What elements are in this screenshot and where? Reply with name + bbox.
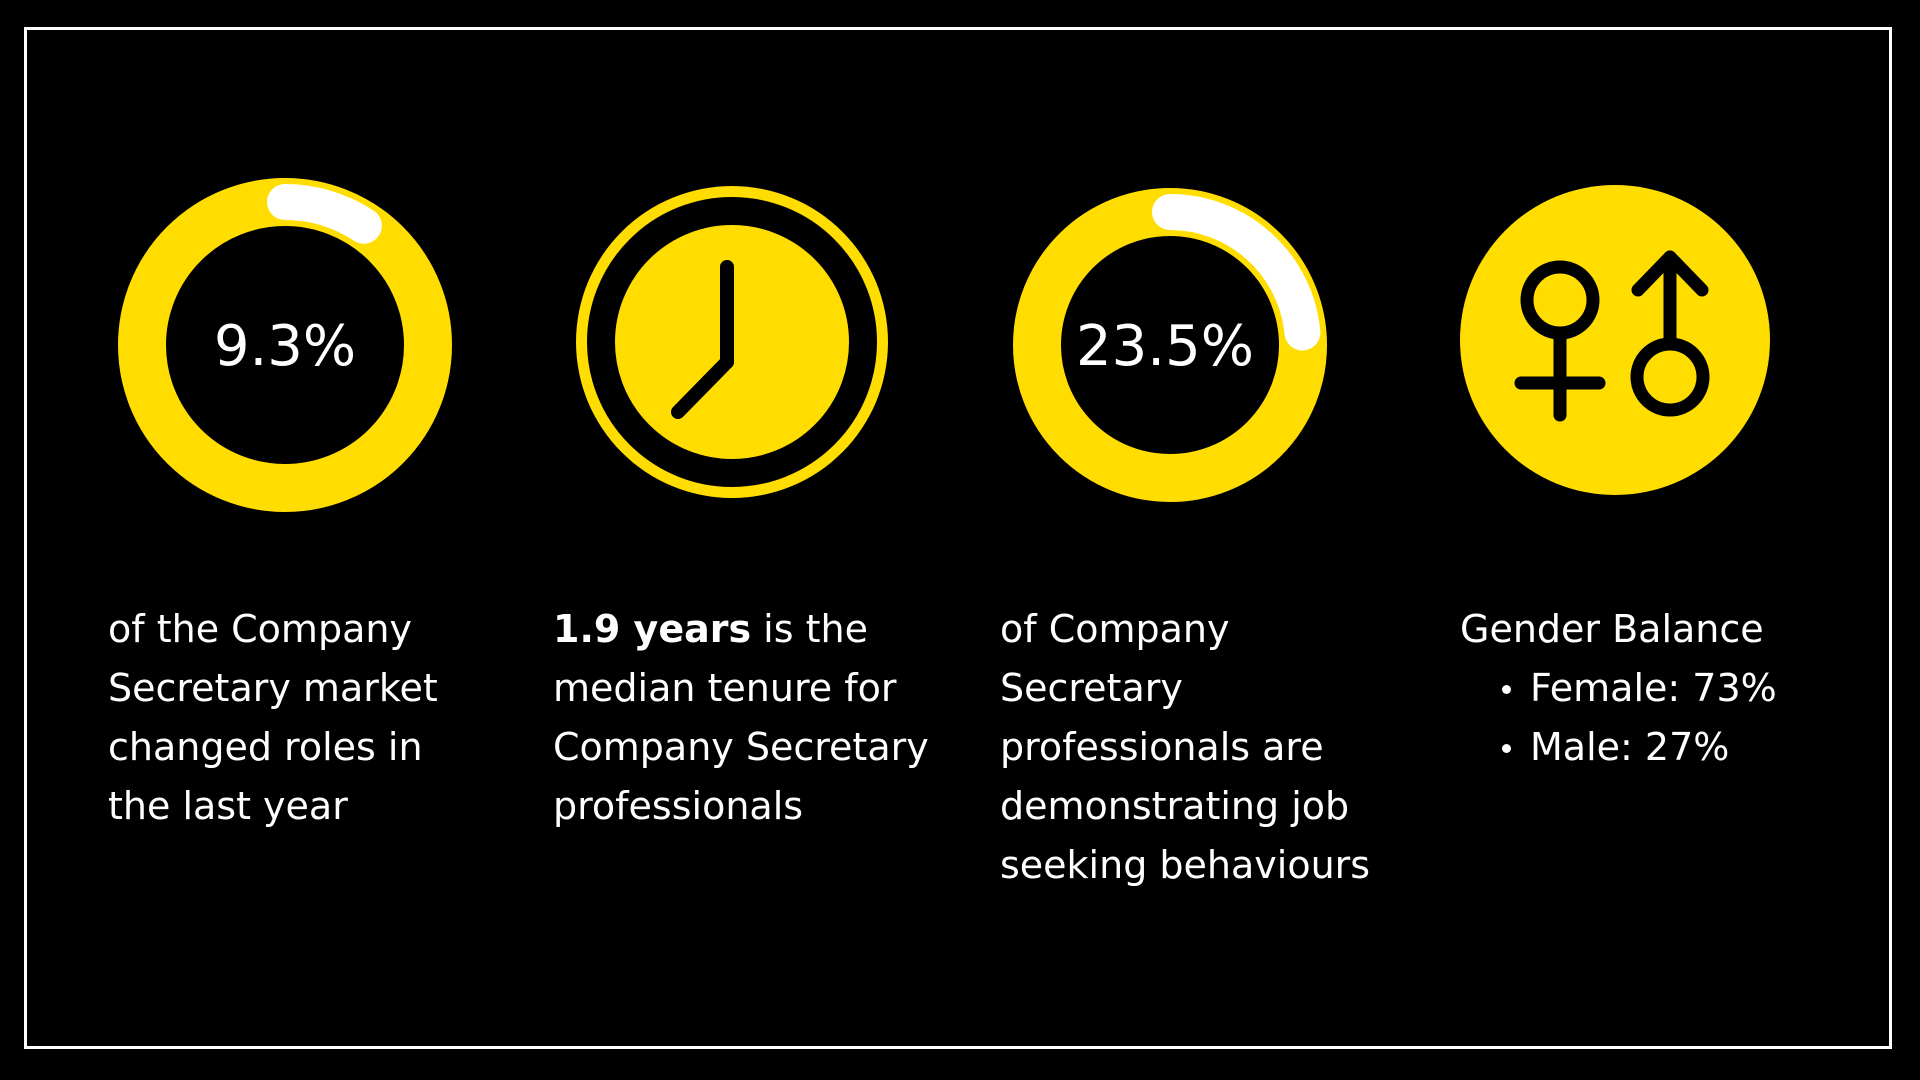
- list-item-female: Female: 73%: [1500, 659, 1860, 718]
- gender-balance-graphic: [1455, 175, 1795, 515]
- caption-tenure-value: 1.9 years: [553, 607, 752, 651]
- donut-chart-market-changed-roles: 9.3%: [115, 175, 455, 515]
- caption-tenure-text: is the median tenure for Company Secreta…: [553, 607, 929, 828]
- caption-market-changed-roles: of the Company Secretary market changed …: [108, 607, 438, 828]
- donut-value-arc: [267, 184, 382, 244]
- donut-23-5-svg: 23.5%: [1013, 188, 1327, 502]
- gender-balance-title: Gender Balance: [1460, 607, 1764, 651]
- male-symbol-icon: [1630, 250, 1710, 417]
- gender-list: Female: 73% Male: 27%: [1460, 659, 1860, 777]
- caption-job-seeking: of Company Secretary professionals are d…: [1000, 607, 1371, 887]
- donut-value-label: 9.3%: [214, 314, 356, 379]
- donut-value-label: 23.5%: [1076, 314, 1254, 379]
- caption-gender-balance: Gender Balance Female: 73% Male: 27%: [1460, 600, 1860, 777]
- list-item-male: Male: 27%: [1500, 718, 1860, 777]
- clock-icon: [576, 186, 888, 498]
- donut-9-3-svg: 9.3%: [118, 178, 452, 512]
- gender-symbols-icon: [1460, 185, 1770, 495]
- donut-chart-job-seeking: 23.5%: [1005, 175, 1345, 515]
- female-symbol-icon: [1514, 260, 1606, 422]
- infographic-frame: [24, 27, 1892, 1049]
- caption-median-tenure: 1.9 years is the median tenure for Compa…: [553, 600, 943, 836]
- donut-value-arc: [1152, 194, 1321, 351]
- clock-tenure-graphic: [565, 175, 905, 515]
